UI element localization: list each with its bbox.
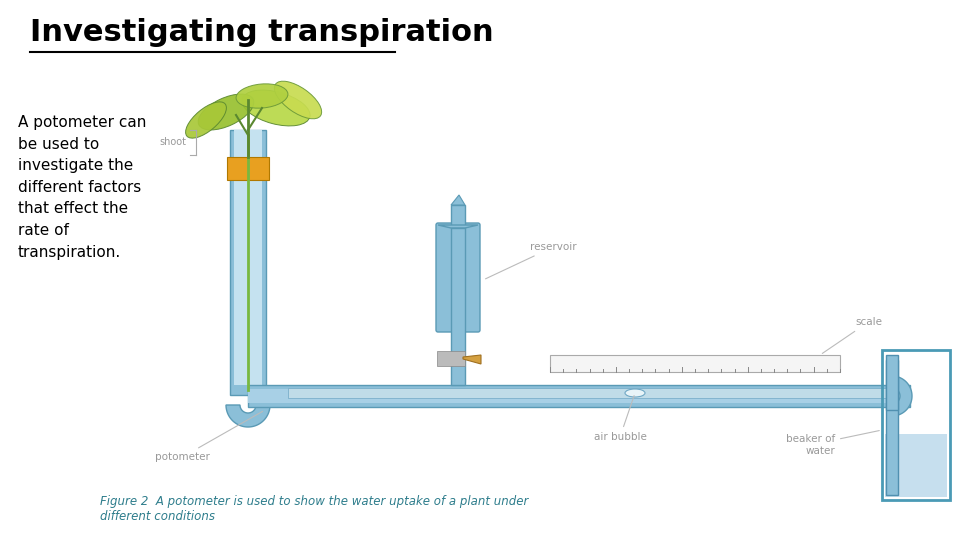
Bar (885, 434, 947, 497)
Ellipse shape (198, 94, 253, 130)
Text: Investigating transpiration: Investigating transpiration (30, 18, 493, 47)
Bar (227, 157, 269, 180)
Bar (248, 389, 910, 403)
Bar (886, 355, 898, 410)
Bar (550, 355, 840, 372)
Ellipse shape (185, 102, 227, 138)
Polygon shape (463, 355, 481, 364)
Text: shoot: shoot (159, 137, 186, 147)
Polygon shape (438, 225, 478, 228)
Text: beaker of
water: beaker of water (785, 430, 879, 456)
Bar (451, 205, 465, 228)
Bar (230, 130, 266, 395)
Bar (886, 360, 898, 495)
Bar (234, 130, 262, 385)
Bar (288, 388, 910, 398)
Polygon shape (451, 195, 465, 205)
FancyBboxPatch shape (436, 223, 480, 332)
Text: potometer: potometer (155, 411, 263, 462)
Text: Figure 2  A potometer is used to show the water uptake of a plant under
differen: Figure 2 A potometer is used to show the… (100, 495, 528, 523)
Text: reservoir: reservoir (486, 242, 577, 279)
Bar (248, 385, 910, 407)
Polygon shape (892, 376, 912, 416)
Ellipse shape (242, 90, 310, 126)
Ellipse shape (275, 81, 322, 119)
Ellipse shape (625, 389, 645, 397)
Text: air bubble: air bubble (593, 396, 646, 442)
Text: A potometer can
be used to
investigate the
different factors
that effect the
rat: A potometer can be used to investigate t… (18, 115, 146, 260)
Ellipse shape (236, 84, 288, 108)
Text: scale: scale (823, 317, 882, 354)
Bar (437, 351, 465, 366)
Polygon shape (226, 405, 270, 427)
Bar (451, 228, 465, 385)
